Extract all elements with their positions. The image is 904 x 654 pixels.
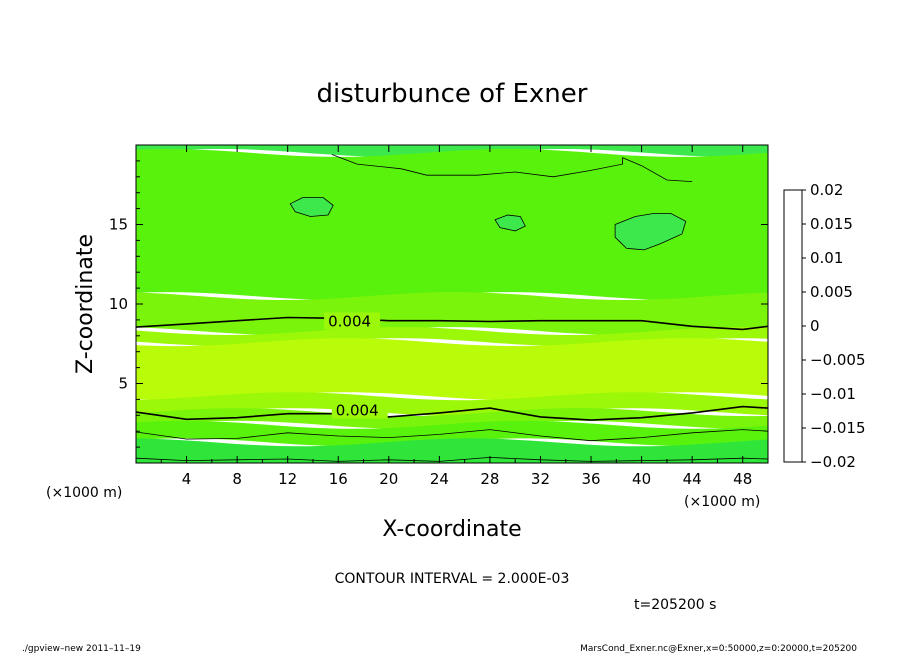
colorbar-label-5: −0.005 — [810, 351, 866, 369]
contour-blob-1 — [494, 214, 526, 232]
shading-band-4 — [136, 338, 768, 401]
contour-blob-0 — [289, 197, 334, 217]
colorbar-label-7: −0.015 — [810, 419, 866, 437]
contour-line-4 — [331, 154, 693, 182]
footer-right: MarsCond_Exner.nc@Exner,x=0:50000,z=0:20… — [580, 644, 857, 654]
shading-band-5 — [136, 392, 768, 417]
colorbar-label-4: 0 — [810, 317, 820, 335]
contour-label-bg-1 — [331, 401, 388, 419]
contour-blobs — [289, 197, 687, 251]
footer-left: ./gpview–new 2011–11–19 — [22, 644, 141, 654]
x-tick-label-4: 20 — [379, 470, 398, 488]
contour-blob-2 — [614, 212, 687, 251]
colorbar: 0.02 0.015 0.01 0.005 0 −0.005 −0.01 −0.015 −0.0… — [783, 181, 866, 471]
x-axis-ticks: 4 8 12 16 20 24 28 32 36 40 44 48 — [160, 145, 752, 488]
x-tick-label-1: 8 — [232, 470, 242, 488]
contour-label-1: 0.004 — [336, 402, 379, 420]
colorbar-label-1: 0.015 — [810, 215, 853, 233]
shading-band-1 — [136, 149, 768, 300]
contour-line-1 — [135, 405, 769, 421]
contour-label-bg-0 — [324, 312, 381, 330]
x-tick-label-6: 28 — [480, 470, 499, 488]
shading-bands — [136, 145, 768, 463]
x-tick-label-10: 44 — [683, 470, 702, 488]
y-tick-label-2: 15 — [109, 216, 128, 234]
colorbar-label-8: −0.02 — [810, 453, 856, 471]
contour-line-0 — [135, 316, 769, 331]
x-tick-label-0: 4 — [182, 470, 192, 488]
x-tick-label-3: 16 — [329, 470, 348, 488]
shading-band-8 — [136, 438, 768, 463]
x-tick-label-8: 36 — [581, 470, 600, 488]
time-label: t=205200 s — [634, 597, 716, 613]
x-tick-label-9: 40 — [632, 470, 651, 488]
colorbar-frame — [783, 189, 803, 463]
x-tick-label-2: 12 — [278, 470, 297, 488]
colorbar-label-0: 0.02 — [810, 181, 843, 199]
x-axis-label: X-coordinate — [382, 517, 521, 542]
contour-interval-text: CONTOUR INTERVAL = 2.000E-03 — [335, 571, 570, 587]
plot-area: 0.004 0.004 — [135, 144, 769, 464]
y-axis-label: Z-coordinate — [73, 234, 98, 374]
colorbar-label-6: −0.01 — [810, 385, 856, 403]
chart-title: disturbunce of Exner — [317, 79, 588, 109]
contour-labels: 0.004 0.004 — [324, 312, 388, 420]
x-unit-label: (×1000 m) — [684, 494, 760, 510]
y-tick-label-0: 5 — [118, 375, 128, 393]
contour-line-2 — [135, 429, 769, 442]
y-unit-label: (×1000 m) — [46, 485, 122, 501]
colorbar-label-3: 0.005 — [810, 283, 853, 301]
contour-label-0: 0.004 — [328, 312, 371, 330]
y-axis-ticks: 5 10 15 — [109, 160, 768, 448]
shading-band-2 — [136, 292, 768, 335]
y-tick-label-1: 10 — [109, 295, 128, 313]
x-tick-label-11: 48 — [733, 470, 752, 488]
x-tick-label-7: 32 — [531, 470, 550, 488]
colorbar-label-2: 0.01 — [810, 249, 843, 267]
x-tick-label-5: 24 — [430, 470, 449, 488]
